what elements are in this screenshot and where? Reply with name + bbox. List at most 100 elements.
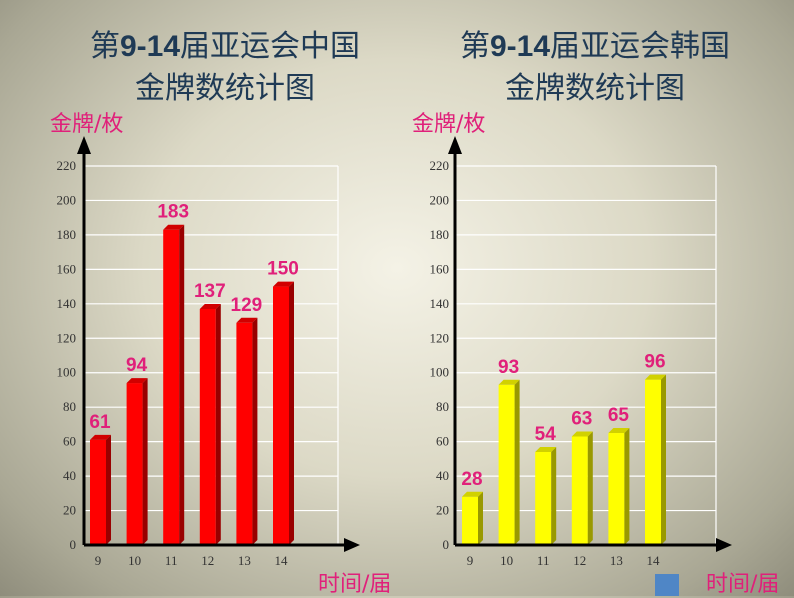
bar-side (106, 434, 111, 545)
bar-front (90, 439, 106, 545)
bar-front (126, 383, 143, 545)
x-tick-label: 12 (573, 553, 586, 568)
bar (236, 317, 258, 545)
x-axis-arrow (344, 538, 360, 552)
y-tick-label: 0 (70, 537, 77, 552)
chart-title-korea: 第9-14届亚运会韩国 金牌数统计图 (410, 26, 780, 110)
bar-front (462, 496, 478, 545)
bar-side (478, 491, 483, 545)
legend-marker (655, 574, 679, 596)
bar-front (571, 436, 588, 545)
x-axis-label-china: 时间/届 (318, 572, 392, 597)
bar-side (514, 379, 520, 545)
bar-front (163, 229, 180, 545)
y-tick-label: 200 (430, 192, 450, 207)
x-tick-label: 9 (95, 553, 102, 568)
x-tick-label: 9 (467, 553, 474, 568)
y-tick-label: 60 (63, 434, 76, 449)
y-axis-label-china: 金牌/枚 (50, 112, 124, 137)
y-tick-label: 160 (57, 261, 77, 276)
bar-top (535, 446, 557, 452)
chart-title-china: 第9-14届亚运会中国 金牌数统计图 (40, 26, 410, 110)
bar-top (236, 317, 258, 323)
y-tick-label: 200 (57, 192, 77, 207)
bar (163, 224, 185, 545)
data-label: 150 (267, 259, 299, 280)
bar-front (535, 451, 552, 545)
bar-front (498, 384, 515, 545)
y-axis-label-korea: 金牌/枚 (412, 112, 486, 137)
y-tick-label: 20 (63, 503, 76, 518)
bar (126, 378, 148, 545)
chart-title-china-line1: 第9-14届亚运会中国 (89, 29, 361, 64)
bar-front (645, 379, 661, 545)
chart-title-korea-line2: 金牌数统计图 (505, 71, 685, 106)
y-tick-label: 20 (436, 503, 449, 518)
data-label: 94 (126, 355, 148, 376)
bar-top (645, 374, 666, 380)
y-tick-label: 80 (63, 399, 76, 414)
bar-side (551, 446, 557, 545)
data-label: 65 (608, 405, 630, 426)
bar-front (236, 322, 253, 545)
x-tick-label: 14 (275, 553, 289, 568)
bar-top (608, 428, 630, 434)
bar-front (608, 433, 625, 545)
y-axis-arrow (448, 136, 462, 154)
y-tick-label: 80 (436, 399, 449, 414)
bar-side (252, 317, 258, 545)
bar-side (624, 428, 630, 545)
bar-top (199, 303, 221, 309)
chart-china: 0 20 40 60 80 100 120 140 160 180 200 220 61 94 183 137… (57, 136, 360, 568)
data-label: 93 (498, 357, 519, 378)
x-tick-label: 11 (537, 553, 550, 568)
x-tick-label: 12 (201, 553, 214, 568)
x-axis-label-korea: 时间/届 (706, 572, 780, 597)
bar-side (661, 374, 666, 545)
y-tick-label: 160 (430, 261, 450, 276)
data-label: 28 (461, 469, 482, 490)
x-tick-label: 13 (238, 553, 251, 568)
y-tick-label: 0 (443, 537, 450, 552)
bar (90, 434, 111, 545)
bar-side (289, 281, 294, 545)
x-tick-label: 10 (500, 553, 513, 568)
y-tick-label: 140 (430, 296, 450, 311)
bar-side (587, 431, 593, 545)
data-label: 63 (571, 408, 592, 429)
data-label: 61 (89, 412, 111, 433)
bar-side (142, 378, 148, 545)
y-tick-label: 60 (436, 434, 449, 449)
x-tick-label: 13 (610, 553, 623, 568)
data-label: 183 (157, 202, 189, 223)
data-label: 54 (535, 424, 557, 445)
bar (571, 431, 593, 545)
x-axis-arrow (716, 538, 732, 552)
y-tick-label: 120 (430, 330, 450, 345)
chart-title-china-line2: 金牌数统计图 (135, 71, 315, 106)
y-tick-label: 140 (57, 296, 77, 311)
data-label: 137 (194, 281, 226, 302)
bar (498, 379, 520, 545)
bar (608, 428, 630, 545)
bar-front (273, 286, 289, 545)
bar (535, 446, 557, 545)
y-tick-label: 100 (57, 365, 77, 380)
y-tick-label: 220 (57, 158, 77, 173)
bar-top (273, 281, 294, 287)
y-tick-label: 40 (436, 468, 449, 483)
data-label: 129 (231, 295, 263, 316)
x-tick-label: 14 (647, 553, 661, 568)
bar-front (199, 308, 216, 545)
y-tick-label: 180 (57, 227, 77, 242)
y-tick-label: 180 (430, 227, 450, 242)
bar (645, 374, 666, 545)
bar-top (126, 378, 148, 384)
bar-top (498, 379, 520, 385)
y-axis-arrow (77, 136, 91, 154)
bar-top (462, 491, 483, 497)
bar-side (179, 224, 185, 545)
y-tick-label: 100 (430, 365, 450, 380)
y-tick-label: 40 (63, 468, 76, 483)
bar-top (571, 431, 593, 437)
